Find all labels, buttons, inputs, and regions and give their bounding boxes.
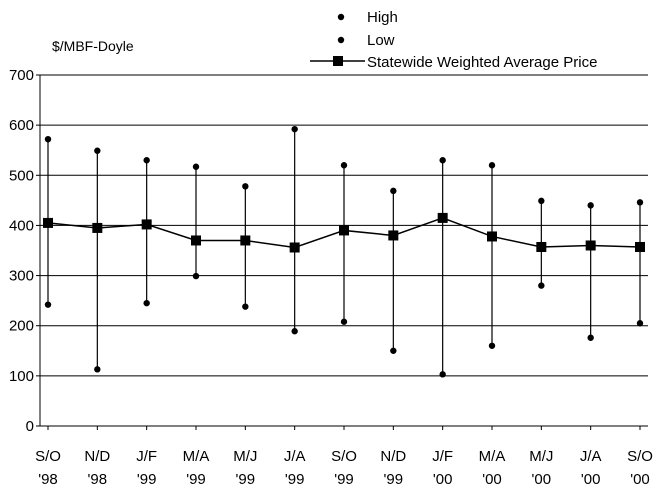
high-point-3	[192, 163, 200, 170]
average-price-marker-7	[388, 230, 399, 241]
average-price-marker-0	[43, 217, 53, 228]
x-tick-year-3: '99	[186, 471, 206, 488]
high-point-1	[94, 147, 101, 154]
x-tick-year-0: '98	[38, 471, 58, 488]
y-tick-label-700: 700	[9, 67, 34, 84]
average-price-marker-4	[240, 235, 251, 246]
average-price-marker-6	[339, 225, 349, 236]
y-axis-unit-label: $/MBF-Doyle	[52, 38, 134, 54]
high-point-8	[439, 157, 446, 164]
average-price-marker-9	[487, 231, 497, 242]
y-tick-label-100: 100	[9, 368, 34, 385]
low-point-12	[636, 320, 644, 327]
legend-average-marker	[333, 56, 343, 66]
high-point-0	[44, 135, 52, 143]
x-tick-year-4: '99	[236, 471, 256, 488]
x-tick-year-9: '00	[482, 471, 502, 488]
high-point-4	[242, 183, 249, 190]
legend-low-label: Low	[367, 32, 395, 49]
legend-high-label: High	[367, 9, 398, 26]
high-point-11	[587, 202, 594, 209]
x-tick-label-8: J/F	[432, 448, 453, 465]
x-tick-label-5: J/A	[284, 448, 306, 465]
low-point-9	[488, 342, 496, 349]
low-point-5	[291, 328, 298, 335]
low-point-8	[439, 371, 446, 378]
x-tick-label-10: M/J	[529, 448, 553, 465]
high-point-6	[340, 162, 348, 169]
x-tick-year-5: '99	[285, 471, 305, 488]
low-point-1	[94, 366, 101, 373]
x-tick-year-10: '00	[532, 471, 552, 488]
x-tick-year-8: '00	[433, 471, 453, 488]
low-point-11	[587, 334, 594, 341]
low-point-7	[390, 347, 397, 354]
legend: High Low Statewide Weighted Average Pric…	[310, 9, 597, 71]
average-price-series	[43, 212, 645, 253]
low-point-10	[538, 282, 545, 289]
x-tick-year-11: '00	[581, 471, 601, 488]
average-price-marker-5	[289, 242, 300, 253]
average-price-marker-11	[585, 240, 596, 251]
average-price-marker-12	[635, 241, 645, 252]
low-point-4	[242, 303, 249, 310]
high-point-12	[636, 199, 644, 206]
high-point-7	[390, 187, 397, 195]
legend-low-marker	[337, 36, 345, 44]
legend-average-label: Statewide Weighted Average Price	[367, 54, 597, 71]
x-tick-year-7: '99	[384, 471, 404, 488]
high-point-10	[538, 197, 545, 205]
x-tick-year-6: '99	[334, 471, 354, 488]
low-point-0	[44, 301, 52, 308]
high-low-points	[44, 125, 644, 378]
x-tick-label-12: S/O	[627, 448, 653, 465]
x-tick-label-3: M/A	[183, 448, 210, 465]
x-axis-ticks: S/O '98 N/D '98 J/F '99 M/A '99 M/J '99 J/A '99 S/O '…	[35, 426, 653, 488]
x-tick-year-2: '99	[137, 471, 157, 488]
x-tick-label-4: M/J	[233, 448, 257, 465]
x-tick-label-9: M/A	[479, 448, 506, 465]
x-tick-label-7: N/D	[380, 448, 406, 465]
x-tick-label-11: J/A	[580, 448, 602, 465]
average-price-marker-10	[536, 241, 547, 252]
x-tick-label-2: J/F	[136, 448, 157, 465]
low-point-3	[192, 272, 200, 280]
y-tick-label-300: 300	[9, 268, 34, 285]
y-tick-label-0: 0	[26, 418, 34, 435]
y-tick-label-600: 600	[9, 117, 34, 134]
average-price-marker-2	[141, 219, 152, 230]
x-tick-year-12: '00	[630, 471, 650, 488]
high-point-2	[143, 157, 150, 164]
high-point-9	[488, 162, 496, 169]
y-tick-label-400: 400	[9, 217, 34, 234]
x-tick-year-1: '98	[88, 471, 108, 488]
y-tick-label-200: 200	[9, 318, 34, 335]
y-tick-label-500: 500	[9, 167, 34, 184]
average-price-marker-3	[191, 235, 201, 246]
average-price-marker-8	[437, 212, 448, 223]
x-tick-label-1: N/D	[84, 448, 110, 465]
legend-high-marker	[337, 13, 345, 21]
high-point-5	[291, 125, 298, 133]
x-tick-label-6: S/O	[331, 448, 357, 465]
low-point-6	[340, 318, 348, 325]
low-point-2	[143, 299, 150, 307]
average-price-marker-1	[92, 222, 103, 233]
y-axis-ticks: 0 100 200 300 400 500 600 700	[9, 67, 40, 435]
x-tick-label-0: S/O	[35, 448, 61, 465]
